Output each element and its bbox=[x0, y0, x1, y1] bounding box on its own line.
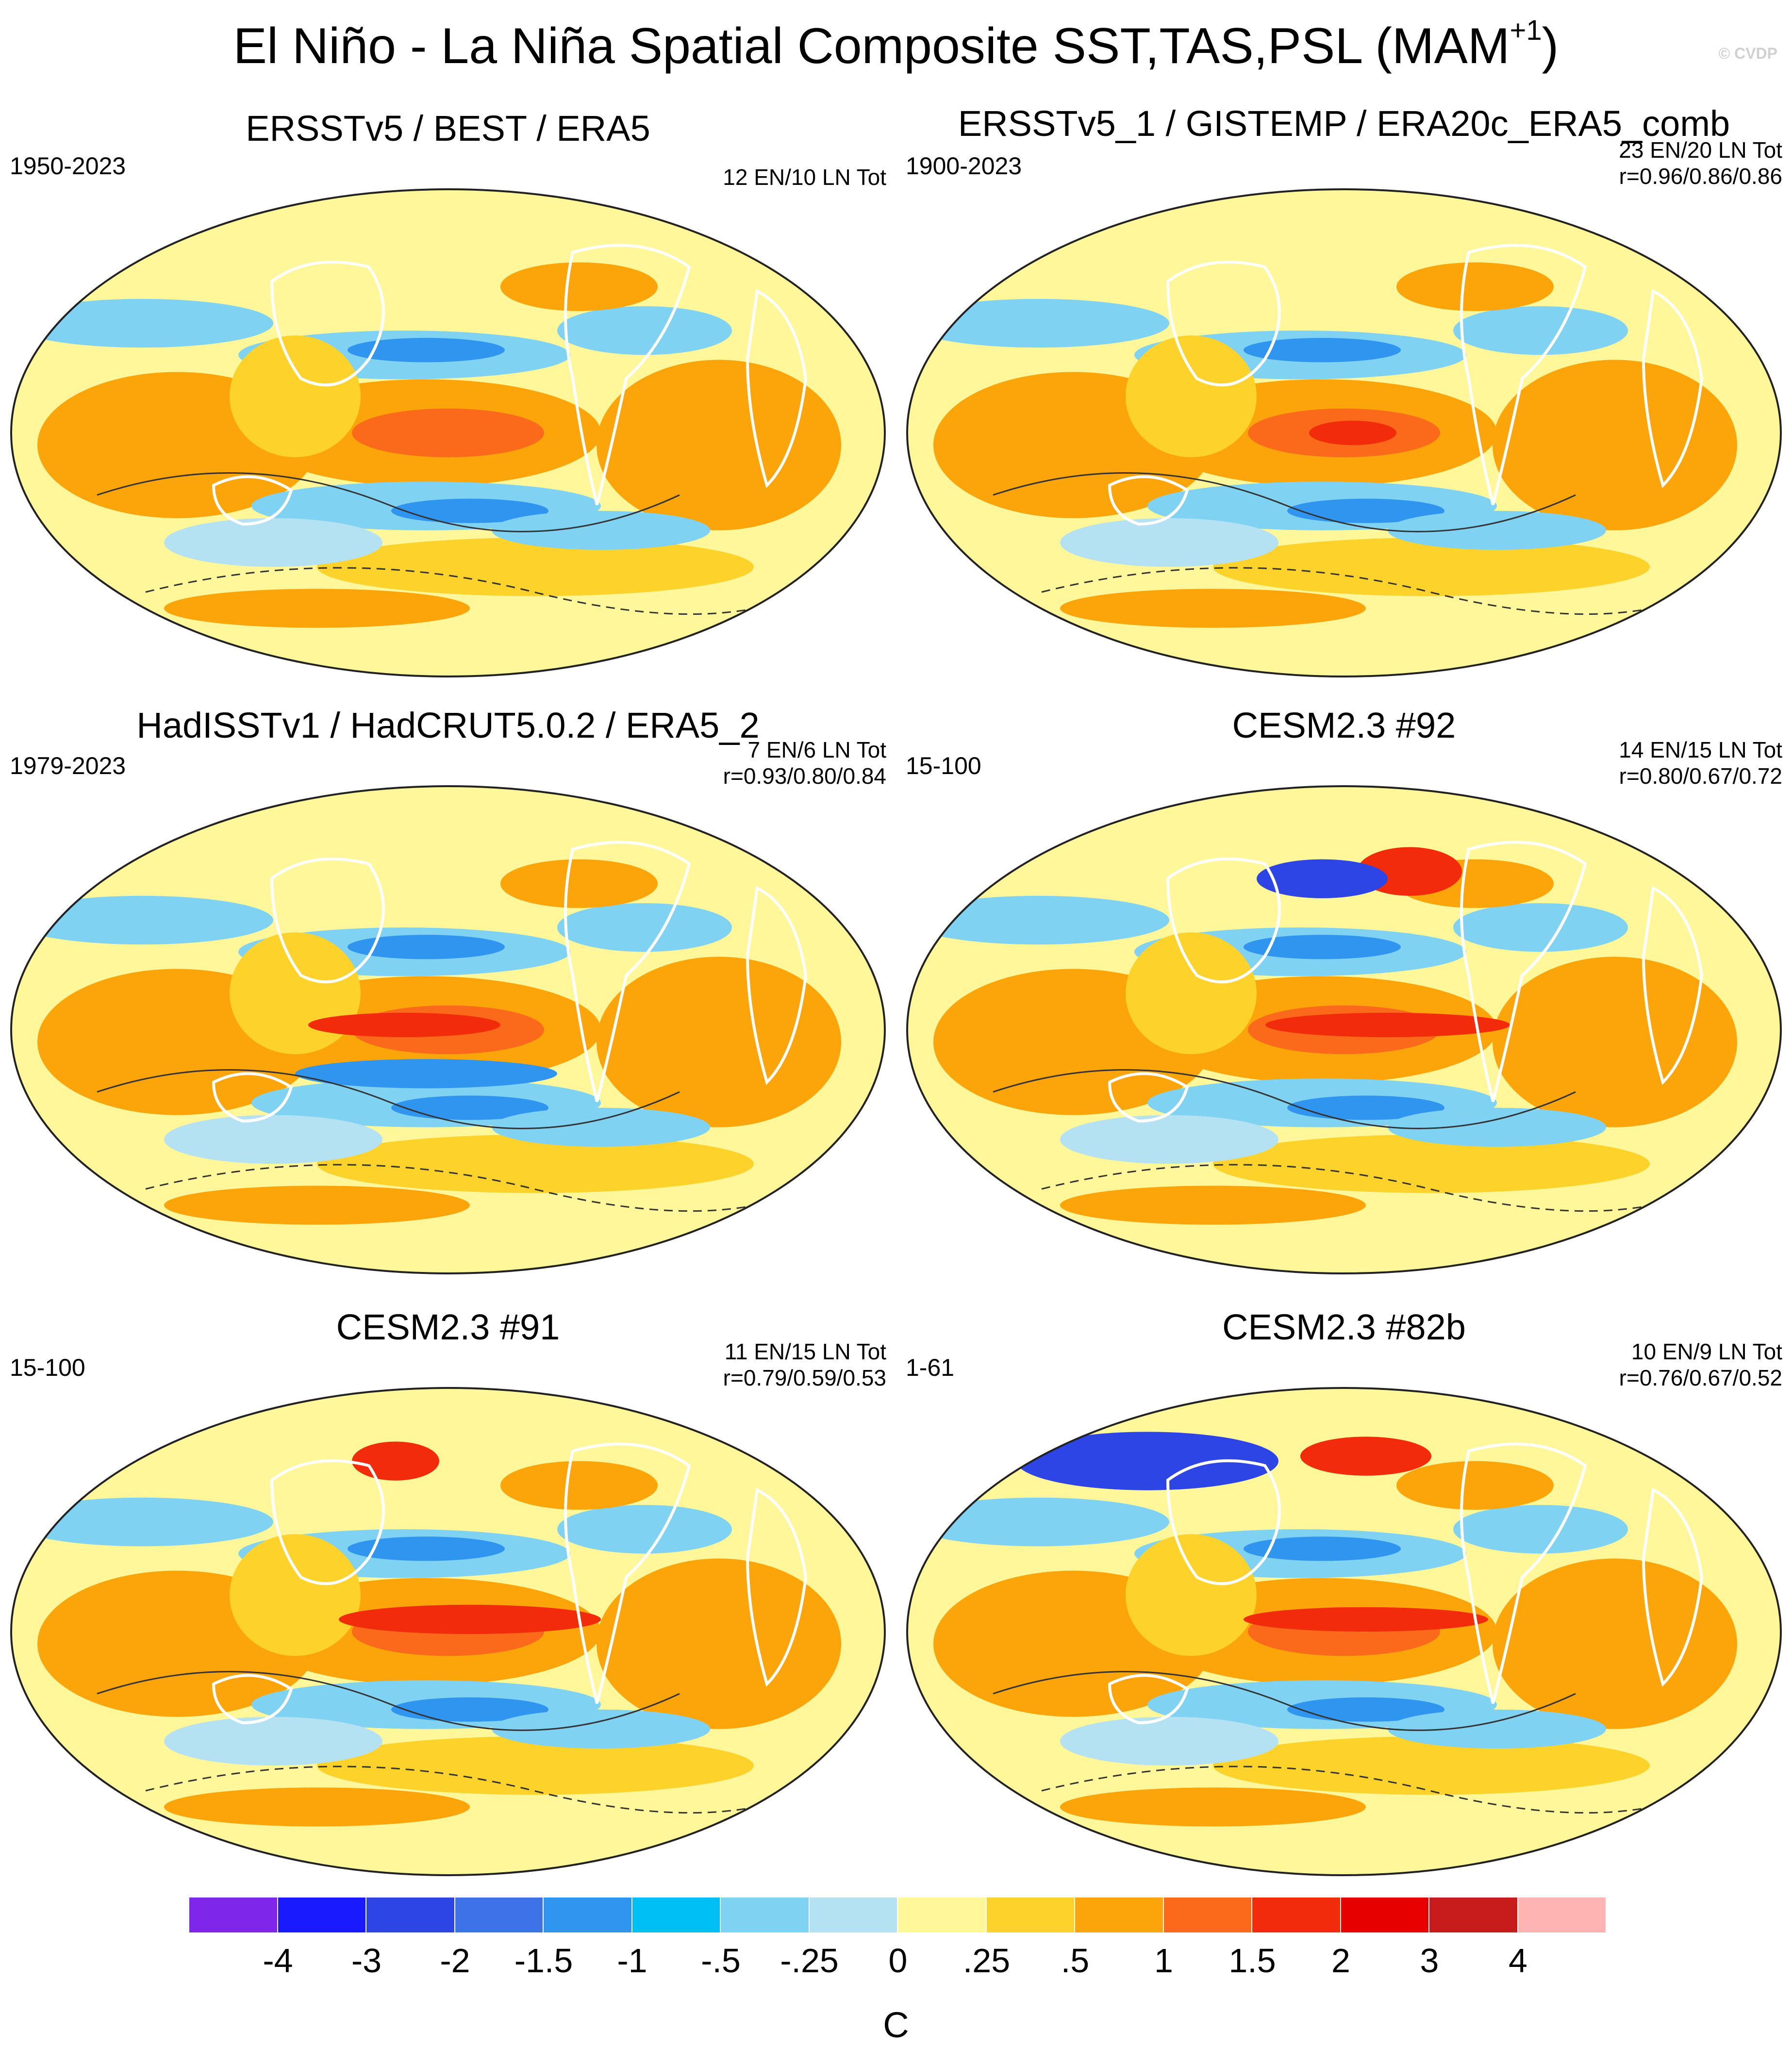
map-panel-2: ERSSTv5_1 / GISTEMP / ERA20c_ERA5_comb 1… bbox=[896, 103, 1792, 709]
colorbar-swatch bbox=[544, 1898, 632, 1932]
map-panel-4: CESM2.3 #92 15-100 14 EN/15 LN Tot r=0.8… bbox=[896, 704, 1792, 1305]
panel-stats-counts: 23 EN/20 LN Tot bbox=[1619, 137, 1782, 163]
panel-stats-correlation: r=0.80/0.67/0.72 bbox=[1619, 763, 1782, 789]
panel-period: 1-61 bbox=[906, 1354, 955, 1381]
colorbar-tick-label: -.5 bbox=[701, 1942, 741, 1980]
colorbar-tick-label: 1.5 bbox=[1228, 1942, 1276, 1980]
panel-title: CESM2.3 #91 bbox=[336, 1307, 560, 1347]
colorbar-tick-label: -1 bbox=[617, 1942, 647, 1980]
watermark: © CVDP bbox=[1718, 45, 1777, 62]
colorbar-swatch bbox=[632, 1898, 721, 1932]
figure-title: El Niño - La Niña Spatial Composite SST,… bbox=[233, 15, 1559, 75]
panel-title: ERSSTv5 / BEST / ERA5 bbox=[246, 108, 650, 149]
colorbar-swatch bbox=[455, 1898, 544, 1932]
panel-title: ERSSTv5_1 / GISTEMP / ERA20c_ERA5_comb bbox=[958, 103, 1730, 144]
panel-period: 15-100 bbox=[906, 752, 981, 779]
colorbar-tick-label: -4 bbox=[263, 1942, 293, 1980]
panel-stats-correlation: r=0.76/0.67/0.52 bbox=[1619, 1365, 1782, 1390]
panel-title: HadISSTv1 / HadCRUT5.0.2 / ERA5_2 bbox=[136, 705, 760, 745]
panel-period: 1979-2023 bbox=[10, 752, 126, 779]
map-panel-3: HadISSTv1 / HadCRUT5.0.2 / ERA5_2 1979-2… bbox=[0, 704, 896, 1305]
world-map-4 bbox=[906, 785, 1782, 1274]
world-map-6 bbox=[906, 1387, 1782, 1876]
world-map-3 bbox=[10, 785, 886, 1274]
colorbar-tick-label: 4 bbox=[1509, 1942, 1527, 1980]
colorbar-swatch bbox=[721, 1898, 810, 1932]
panel-period: 1950-2023 bbox=[10, 152, 126, 180]
colorbar-swatch bbox=[809, 1898, 898, 1932]
panel-title: CESM2.3 #92 bbox=[1232, 705, 1456, 745]
colorbar-swatch bbox=[1163, 1898, 1252, 1932]
panel-period: 15-100 bbox=[10, 1354, 85, 1381]
panel-stats-counts: 7 EN/6 LN Tot bbox=[747, 737, 886, 762]
panel-stats-counts: 11 EN/15 LN Tot bbox=[724, 1339, 886, 1364]
panel-stats-correlation: r=0.96/0.86/0.86 bbox=[1619, 164, 1782, 189]
colorbar-tick-label: 1 bbox=[1154, 1942, 1173, 1980]
colorbar-tick-label: -2 bbox=[440, 1942, 470, 1980]
colorbar-swatch bbox=[1429, 1898, 1518, 1932]
colorbar-unit: C bbox=[883, 2005, 909, 2045]
map-panel-6: CESM2.3 #82b 1-61 10 EN/9 LN Tot r=0.76/… bbox=[896, 1305, 1792, 1907]
colorbar-swatch bbox=[366, 1898, 455, 1932]
panel-period: 1900-2023 bbox=[906, 152, 1022, 180]
colorbar-tick-label: .25 bbox=[962, 1942, 1011, 1980]
world-map-1 bbox=[10, 188, 886, 677]
panel-stats-correlation: r=0.93/0.80/0.84 bbox=[723, 763, 886, 789]
colorbar-tick-label: 2 bbox=[1331, 1942, 1350, 1980]
panel-stats-correlation: r=0.79/0.59/0.53 bbox=[723, 1365, 886, 1390]
colorbar bbox=[189, 1898, 1607, 1932]
colorbar-swatch bbox=[1252, 1898, 1341, 1932]
colorbar-tick-label: .5 bbox=[1061, 1942, 1090, 1980]
colorbar-swatch bbox=[1518, 1898, 1607, 1932]
world-map-2 bbox=[906, 188, 1782, 677]
colorbar-tick-label: -.25 bbox=[780, 1942, 839, 1980]
world-map-5 bbox=[10, 1387, 886, 1876]
colorbar-swatch bbox=[278, 1898, 366, 1932]
colorbar-tick-label: -1.5 bbox=[514, 1942, 573, 1980]
colorbar-swatch bbox=[189, 1898, 278, 1932]
colorbar-swatch bbox=[898, 1898, 987, 1932]
colorbar-swatch bbox=[1075, 1898, 1164, 1932]
colorbar-tick-label: -3 bbox=[351, 1942, 382, 1980]
panel-stats-counts: 12 EN/10 LN Tot bbox=[723, 165, 886, 190]
map-panel-5: CESM2.3 #91 15-100 11 EN/15 LN Tot r=0.7… bbox=[0, 1305, 896, 1907]
panel-stats-counts: 10 EN/9 LN Tot bbox=[1631, 1339, 1782, 1364]
colorbar-swatch bbox=[986, 1898, 1075, 1932]
colorbar-tick-label: 0 bbox=[888, 1942, 908, 1980]
colorbar-tick-label: 3 bbox=[1420, 1942, 1439, 1980]
colorbar-swatch bbox=[1341, 1898, 1429, 1932]
panel-title: CESM2.3 #82b bbox=[1222, 1307, 1466, 1347]
map-panel-1: ERSSTv5 / BEST / ERA5 1950-2023 12 EN/10… bbox=[0, 107, 896, 709]
panel-stats-counts: 14 EN/15 LN Tot bbox=[1619, 737, 1782, 762]
